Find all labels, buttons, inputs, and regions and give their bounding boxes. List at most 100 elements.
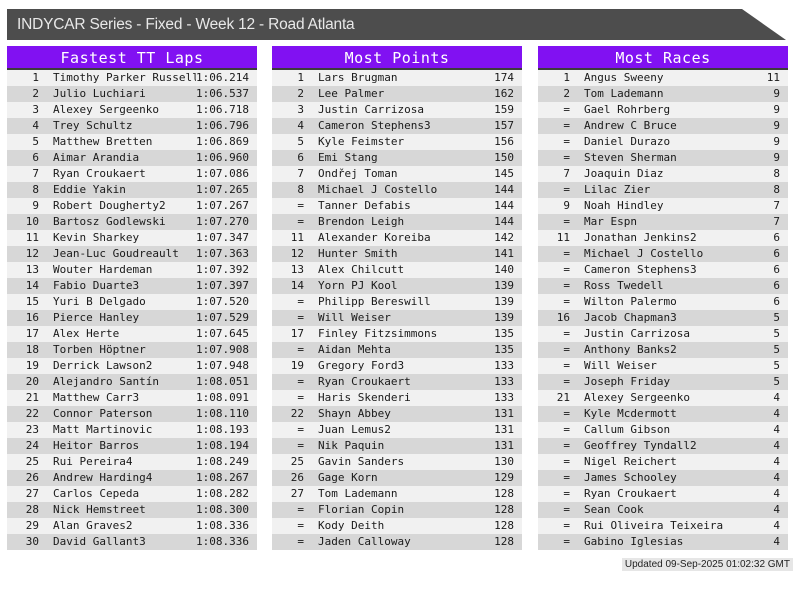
row-value: 1:08.336 [196, 519, 249, 532]
table-row: 17 Alex Herte 1:07.645 [7, 326, 257, 342]
row-value: 1:07.392 [196, 263, 249, 276]
row-rank: 13 [25, 263, 39, 276]
row-value: 1:07.267 [196, 199, 249, 212]
row-driver-name: Andrew C Bruce [584, 119, 677, 132]
row-value: 135 [494, 343, 514, 356]
row-rank: = [297, 391, 304, 404]
table-row: 12 Jean-Luc Goudreault 1:07.363 [7, 246, 257, 262]
row-rank: = [297, 439, 304, 452]
table-row: = Andrew C Bruce 9 [538, 118, 788, 134]
table-row: = Ryan Croukaert 133 [272, 374, 522, 390]
row-value: 131 [494, 423, 514, 436]
table-row: 11 Alexander Koreiba 142 [272, 230, 522, 246]
table-row: = Geoffrey Tyndall2 4 [538, 438, 788, 454]
row-driver-name: Geoffrey Tyndall2 [584, 439, 697, 452]
row-rank: 14 [25, 279, 39, 292]
row-rank: = [563, 263, 570, 276]
table-row: 13 Wouter Hardeman 1:07.392 [7, 262, 257, 278]
row-value: 128 [494, 519, 514, 532]
row-rank: 2 [563, 87, 570, 100]
row-driver-name: Joseph Friday [584, 375, 671, 388]
row-value: 139 [494, 279, 514, 292]
row-value: 4 [773, 407, 780, 420]
row-rank: = [297, 423, 304, 436]
table-row: 6 Aimar Arandia 1:06.960 [7, 150, 257, 166]
row-value: 1:06.796 [196, 119, 249, 132]
table-row: 21 Matthew Carr3 1:08.091 [7, 390, 257, 406]
row-rank: = [563, 279, 570, 292]
row-rank: 6 [32, 151, 39, 164]
row-driver-name: Finley Fitzsimmons [318, 327, 438, 340]
row-driver-name: Mar Espn [584, 215, 637, 228]
table-row: 1 Lars Brugman 174 [272, 70, 522, 86]
leaderboard-column-fastest-tt-laps: Fastest TT Laps 1 Timothy Parker Russell 1… [7, 46, 257, 550]
row-driver-name: Timothy Parker Russell [53, 71, 197, 84]
table-row: 27 Tom Lademann 128 [272, 486, 522, 502]
row-value: 9 [773, 103, 780, 116]
table-row: 9 Noah Hindley 7 [538, 198, 788, 214]
table-row: 21 Alexey Sergeenko 4 [538, 390, 788, 406]
row-rank: 19 [290, 359, 304, 372]
row-rank: 9 [32, 199, 39, 212]
row-driver-name: Lars Brugman [318, 71, 398, 84]
row-rank: = [563, 375, 570, 388]
table-row: 18 Torben Höptner 1:07.908 [7, 342, 257, 358]
row-value: 139 [494, 295, 514, 308]
row-rank: = [563, 423, 570, 436]
table-row: = Nigel Reichert 4 [538, 454, 788, 470]
row-rank: 9 [563, 199, 570, 212]
row-value: 1:08.282 [196, 487, 249, 500]
row-value: 1:07.086 [196, 167, 249, 180]
row-driver-name: Nigel Reichert [584, 455, 677, 468]
table-row: 28 Nick Hemstreet 1:08.300 [7, 502, 257, 518]
row-driver-name: Rui Oliveira Teixeira [584, 519, 724, 532]
table-row: 11 Kevin Sharkey 1:07.347 [7, 230, 257, 246]
row-value: 5 [773, 375, 780, 388]
row-value: 1:07.270 [196, 215, 249, 228]
row-value: 4 [773, 423, 780, 436]
table-row: 24 Heitor Barros 1:08.194 [7, 438, 257, 454]
row-driver-name: Jaden Calloway [318, 535, 411, 548]
row-rank: 2 [297, 87, 304, 100]
row-driver-name: Will Weiser [584, 359, 657, 372]
row-value: 1:07.948 [196, 359, 249, 372]
row-rank: = [297, 535, 304, 548]
table-row: = Mar Espn 7 [538, 214, 788, 230]
table-row: 13 Alex Chilcutt 140 [272, 262, 522, 278]
row-value: 128 [494, 535, 514, 548]
row-value: 133 [494, 359, 514, 372]
row-value: 4 [773, 471, 780, 484]
table-row: 17 Finley Fitzsimmons 135 [272, 326, 522, 342]
table-row: 22 Connor Paterson 1:08.110 [7, 406, 257, 422]
row-value: 1:08.249 [196, 455, 249, 468]
row-value: 5 [773, 359, 780, 372]
row-driver-name: Ross Twedell [584, 279, 664, 292]
table-row: 4 Cameron Stephens3 157 [272, 118, 522, 134]
row-value: 5 [773, 343, 780, 356]
row-rank: = [563, 439, 570, 452]
row-value: 5 [773, 327, 780, 340]
table-row: = Aidan Mehta 135 [272, 342, 522, 358]
row-value: 159 [494, 103, 514, 116]
row-rank: 12 [290, 247, 304, 260]
row-driver-name: Gabino Iglesias [584, 535, 684, 548]
row-rank: 5 [297, 135, 304, 148]
row-value: 1:07.645 [196, 327, 249, 340]
row-driver-name: James Schooley [584, 471, 677, 484]
row-driver-name: Pierce Hanley [53, 311, 140, 324]
row-rank: 21 [556, 391, 570, 404]
row-driver-name: Wilton Palermo [584, 295, 677, 308]
row-value: 140 [494, 263, 514, 276]
row-value: 156 [494, 135, 514, 148]
row-value: 1:08.091 [196, 391, 249, 404]
row-driver-name: David Gallant3 [53, 535, 146, 548]
row-driver-name: Gavin Sanders [318, 455, 405, 468]
row-value: 9 [773, 135, 780, 148]
row-driver-name: Philipp Bereswill [318, 295, 431, 308]
row-value: 5 [773, 311, 780, 324]
row-rank: 20 [25, 375, 39, 388]
row-value: 157 [494, 119, 514, 132]
row-driver-name: Gregory Ford3 [318, 359, 405, 372]
row-value: 1:08.300 [196, 503, 249, 516]
row-value: 9 [773, 87, 780, 100]
